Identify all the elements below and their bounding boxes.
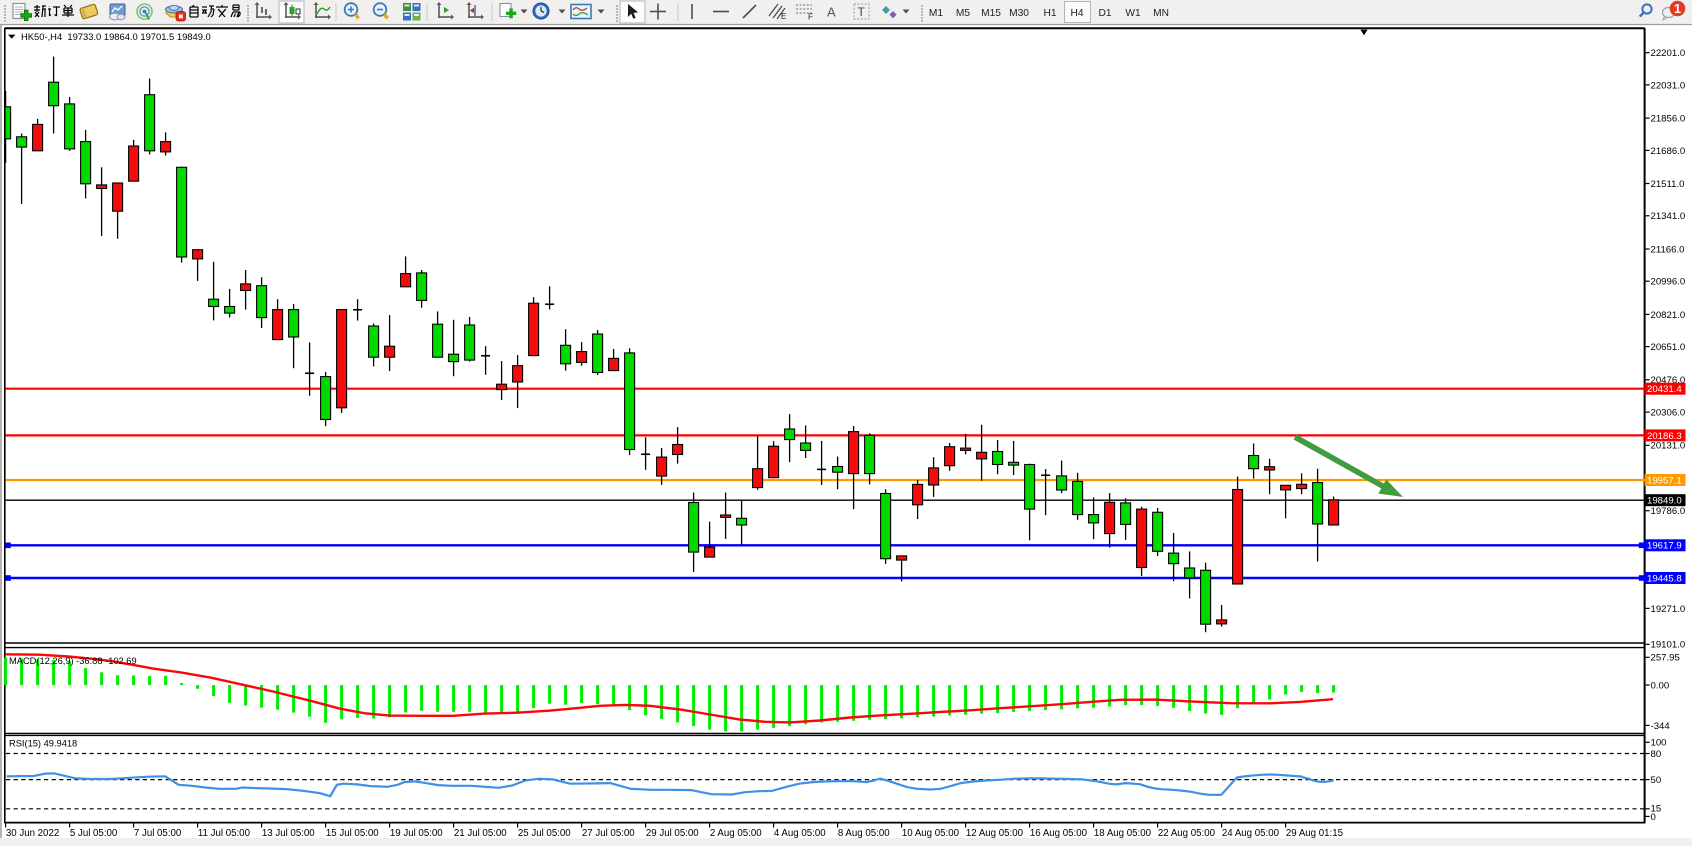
svg-text:100: 100 [1651, 738, 1667, 749]
svg-text:20131.0: 20131.0 [1651, 441, 1686, 452]
svg-text:21341.0: 21341.0 [1651, 211, 1686, 222]
svg-text:4 Aug 05:00: 4 Aug 05:00 [774, 828, 826, 839]
svg-text:257.95: 257.95 [1651, 653, 1680, 664]
svg-text:12 Aug 05:00: 12 Aug 05:00 [966, 828, 1024, 839]
svg-text:22 Aug 05:00: 22 Aug 05:00 [1158, 828, 1216, 839]
svg-text:19101.0: 19101.0 [1651, 640, 1686, 651]
svg-text:-344: -344 [1651, 721, 1671, 732]
svg-text:HK50-,H4 19733.0 19864.0 1970: HK50-,H4 19733.0 19864.0 19701.5 19849.0 [21, 31, 211, 42]
svg-text:19445.8: 19445.8 [1647, 573, 1682, 584]
svg-text:19849.0: 19849.0 [1647, 496, 1682, 507]
svg-text:D1: D1 [1098, 8, 1111, 19]
svg-text:MN: MN [1153, 8, 1169, 19]
svg-text:20651.0: 20651.0 [1651, 342, 1686, 353]
svg-text:19271.0: 19271.0 [1651, 604, 1686, 615]
svg-text:25 Jul 05:00: 25 Jul 05:00 [518, 828, 571, 839]
svg-text:20306.0: 20306.0 [1651, 408, 1686, 419]
svg-text:20186.3: 20186.3 [1647, 431, 1682, 442]
svg-text:E: E [781, 12, 786, 21]
svg-text:19957.1: 19957.1 [1647, 475, 1682, 486]
svg-text:11 Jul 05:00: 11 Jul 05:00 [198, 828, 251, 839]
svg-text:20996.0: 20996.0 [1651, 277, 1686, 288]
svg-text:15: 15 [1651, 804, 1662, 815]
svg-text:0: 0 [1651, 812, 1656, 823]
svg-text:20431.4: 20431.4 [1647, 384, 1682, 395]
svg-text:19617.9: 19617.9 [1647, 541, 1682, 552]
svg-text:16 Aug 05:00: 16 Aug 05:00 [1030, 828, 1088, 839]
svg-text:2 Aug 05:00: 2 Aug 05:00 [710, 828, 762, 839]
svg-text:22031.0: 22031.0 [1651, 80, 1686, 91]
svg-text:18 Aug 05:00: 18 Aug 05:00 [1094, 828, 1152, 839]
svg-text:80: 80 [1651, 749, 1662, 760]
svg-text:8 Aug 05:00: 8 Aug 05:00 [838, 828, 890, 839]
svg-text:13 Jul 05:00: 13 Jul 05:00 [262, 828, 315, 839]
svg-text:M30: M30 [1009, 8, 1029, 19]
svg-text:F: F [808, 13, 813, 22]
svg-text:22201.0: 22201.0 [1651, 48, 1686, 59]
svg-text:M1: M1 [929, 8, 943, 19]
svg-text:H4: H4 [1070, 8, 1083, 19]
svg-text:5 Jul 05:00: 5 Jul 05:00 [70, 828, 118, 839]
svg-text:7 Jul 05:00: 7 Jul 05:00 [134, 828, 182, 839]
svg-text:M5: M5 [956, 8, 970, 19]
svg-text:21511.0: 21511.0 [1651, 179, 1685, 190]
svg-text:H1: H1 [1043, 8, 1056, 19]
svg-text:24 Aug 05:00: 24 Aug 05:00 [1222, 828, 1280, 839]
svg-text:29 Aug 01:15: 29 Aug 01:15 [1286, 828, 1343, 839]
svg-text:20476.0: 20476.0 [1651, 375, 1686, 386]
svg-text:10 Aug 05:00: 10 Aug 05:00 [902, 828, 960, 839]
svg-text:M15: M15 [981, 8, 1001, 19]
svg-text:1: 1 [1674, 2, 1681, 16]
svg-text:RSI(15) 49.9418: RSI(15) 49.9418 [9, 739, 77, 749]
svg-text:20821.0: 20821.0 [1651, 310, 1686, 321]
svg-text:29 Jul 05:00: 29 Jul 05:00 [646, 828, 699, 839]
svg-text:50: 50 [1651, 775, 1662, 786]
svg-text:19786.0: 19786.0 [1651, 506, 1686, 517]
svg-text:15 Jul 05:00: 15 Jul 05:00 [326, 828, 379, 839]
svg-text:A: A [827, 5, 836, 20]
svg-text:21856.0: 21856.0 [1651, 114, 1686, 125]
svg-text:19 Jul 05:00: 19 Jul 05:00 [390, 828, 443, 839]
svg-text:0.00: 0.00 [1651, 680, 1670, 691]
svg-text:21166.0: 21166.0 [1651, 244, 1685, 255]
svg-text:21 Jul 05:00: 21 Jul 05:00 [454, 828, 507, 839]
svg-text:30 Jun 2022: 30 Jun 2022 [6, 828, 59, 839]
svg-text:MACD(12,26,9) -36.88 -102.69: MACD(12,26,9) -36.88 -102.69 [9, 656, 137, 666]
svg-text:27 Jul 05:00: 27 Jul 05:00 [582, 828, 635, 839]
svg-text:21686.0: 21686.0 [1651, 146, 1686, 157]
svg-text:T: T [858, 5, 866, 19]
svg-text:W1: W1 [1125, 8, 1141, 19]
